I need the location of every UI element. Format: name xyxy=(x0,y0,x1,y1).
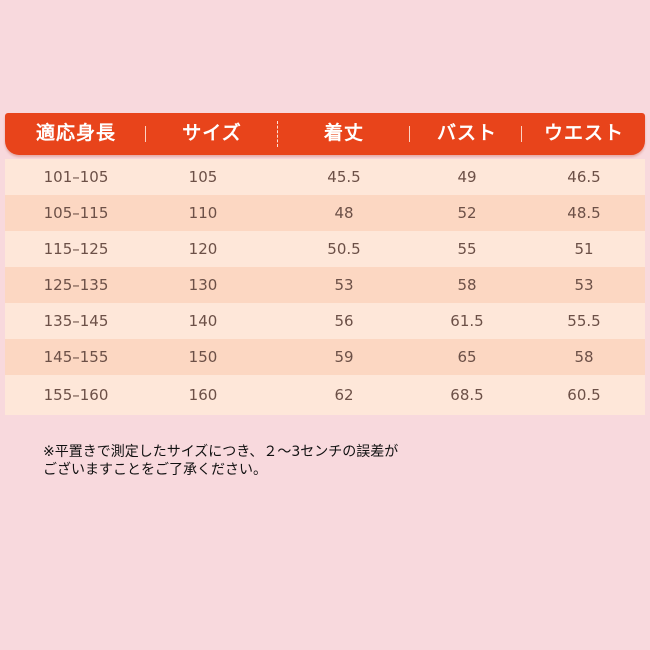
cell-waist: 58 xyxy=(574,348,594,366)
cell-length: 48 xyxy=(334,204,354,222)
cell-waist: 51 xyxy=(574,240,594,258)
header-divider xyxy=(409,126,410,142)
table-row: 155–160 160 62 68.5 60.5 xyxy=(5,375,645,415)
table-row: 135–145 140 56 61.5 55.5 xyxy=(5,303,645,339)
cell-size: 130 xyxy=(188,276,218,294)
header-size: サイズ xyxy=(182,122,242,144)
measurement-note: ※平置きで測定したサイズにつき、２～3センチの誤差が ございますことをご了承くだ… xyxy=(43,443,563,479)
header-divider xyxy=(145,126,146,142)
cell-waist: 46.5 xyxy=(567,168,601,186)
note-line: ございますことをご了承ください。 xyxy=(43,462,267,478)
cell-height-range: 135–145 xyxy=(43,312,109,330)
header-waist: ウエスト xyxy=(543,122,624,144)
cell-waist: 60.5 xyxy=(567,386,601,404)
cell-bust: 58 xyxy=(457,276,477,294)
cell-waist: 53 xyxy=(574,276,594,294)
cell-length: 50.5 xyxy=(327,240,361,258)
table-row: 105–115 110 48 52 48.5 xyxy=(5,195,645,231)
table-row: 125–135 130 53 58 53 xyxy=(5,267,645,303)
cell-length: 56 xyxy=(334,312,354,330)
cell-size: 120 xyxy=(188,240,218,258)
cell-height-range: 145–155 xyxy=(43,348,109,366)
cell-height-range: 155–160 xyxy=(43,386,109,404)
cell-size: 150 xyxy=(188,348,218,366)
table-body: 101–105 105 45.5 49 46.5 105–115 110 48 … xyxy=(5,159,645,415)
cell-height-range: 125–135 xyxy=(43,276,109,294)
cell-size: 105 xyxy=(188,168,218,186)
header-length: 着丈 xyxy=(323,122,364,144)
cell-bust: 49 xyxy=(457,168,477,186)
header-height-range: 適応身長 xyxy=(35,122,116,144)
cell-size: 140 xyxy=(188,312,218,330)
cell-height-range: 101–105 xyxy=(43,168,109,186)
table-row: 115–125 120 50.5 55 51 xyxy=(5,231,645,267)
header-bust: バスト xyxy=(436,122,497,144)
table-header: 適応身長 サイズ 着丈 バスト ウエスト xyxy=(5,113,645,155)
cell-height-range: 115–125 xyxy=(43,240,109,258)
cell-waist: 48.5 xyxy=(567,204,601,222)
cell-length: 53 xyxy=(334,276,354,294)
table-row: 145–155 150 59 65 58 xyxy=(5,339,645,375)
table-row: 101–105 105 45.5 49 46.5 xyxy=(5,159,645,195)
cell-bust: 65 xyxy=(457,348,477,366)
cell-bust: 55 xyxy=(457,240,477,258)
cell-size: 160 xyxy=(188,386,218,404)
header-divider xyxy=(521,126,522,142)
header-divider xyxy=(277,121,278,147)
cell-bust: 68.5 xyxy=(450,386,484,404)
cell-length: 62 xyxy=(334,386,354,404)
cell-bust: 52 xyxy=(457,204,477,222)
cell-bust: 61.5 xyxy=(450,312,484,330)
cell-length: 45.5 xyxy=(327,168,361,186)
note-line: ※平置きで測定したサイズにつき、２～3センチの誤差が xyxy=(43,444,399,460)
cell-height-range: 105–115 xyxy=(43,204,109,222)
size-chart-table: 適応身長 サイズ 着丈 バスト ウエスト 101–105 105 45.5 49… xyxy=(5,113,645,415)
cell-waist: 55.5 xyxy=(567,312,601,330)
cell-size: 110 xyxy=(188,204,218,222)
cell-length: 59 xyxy=(334,348,354,366)
